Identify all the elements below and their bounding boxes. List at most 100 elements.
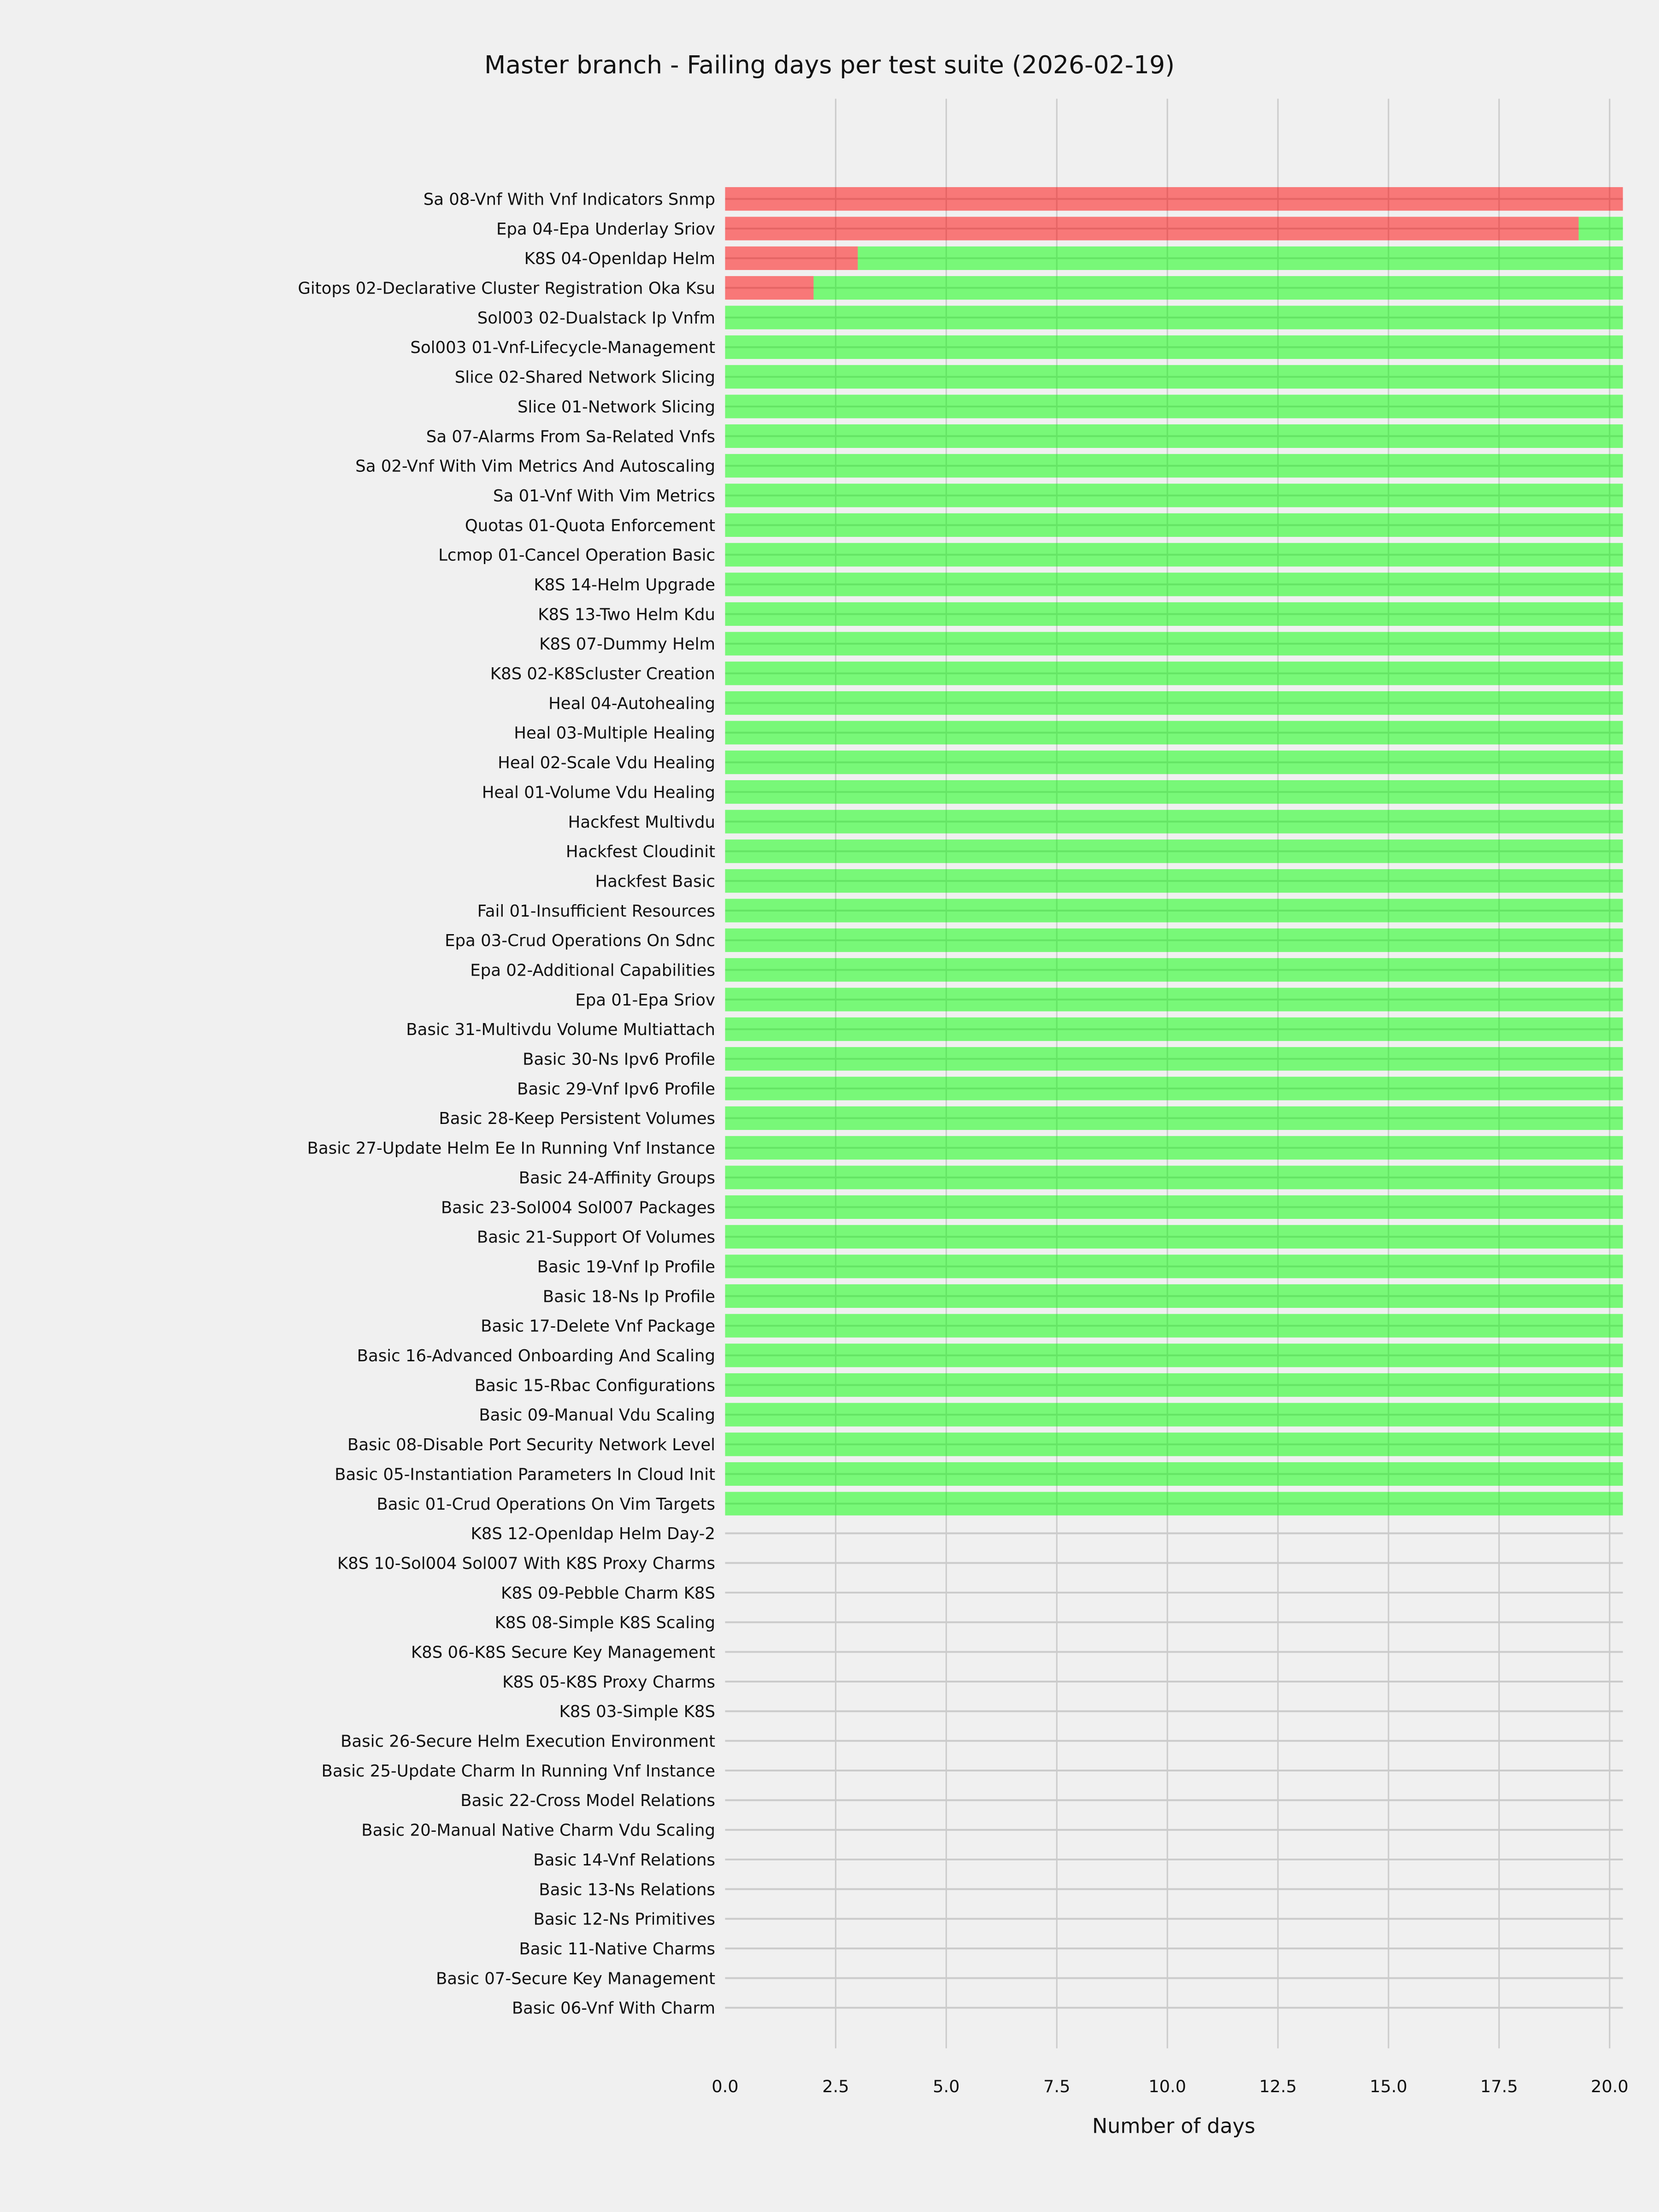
x-tick-label: 7.5 (1043, 2077, 1070, 2096)
bar-row: K8S 04-Openldap Helm (524, 246, 1623, 270)
bar-row: Heal 02-Scale Vdu Healing (498, 750, 1623, 774)
y-tick-label: Basic 15-Rbac Configurations (475, 1376, 715, 1395)
bar-row: Basic 26-Secure Helm Execution Environme… (341, 1732, 1623, 1751)
y-tick-label: K8S 14-Helm Upgrade (534, 576, 715, 594)
passing-bar (725, 454, 1623, 478)
passing-bar (725, 958, 1623, 982)
bar-row: Basic 18-Ns Ip Profile (543, 1284, 1623, 1308)
y-tick-label: Basic 28-Keep Persistent Volumes (439, 1109, 715, 1128)
y-tick-label: Hackfest Basic (595, 872, 715, 891)
bar-row: Sol003 01-Vnf-Lifecycle-Management (410, 335, 1623, 359)
y-tick-label: Gitops 02-Declarative Cluster Registrati… (298, 279, 715, 298)
bar-row: Basic 14-Vnf Relations (533, 1851, 1623, 1870)
bar-row: Lcmop 01-Cancel Operation Basic (438, 543, 1623, 567)
y-tick-label: Basic 05-Instantiation Parameters In Clo… (335, 1465, 715, 1484)
y-tick-label: Basic 13-Ns Relations (539, 1880, 715, 1899)
bar-row: Basic 25-Update Charm In Running Vnf Ins… (321, 1762, 1623, 1781)
bar-row: Basic 17-Delete Vnf Package (481, 1314, 1623, 1338)
y-tick-label: Sa 08-Vnf With Vnf Indicators Snmp (424, 190, 715, 209)
bar-row: Basic 27-Update Helm Ee In Running Vnf I… (307, 1136, 1623, 1160)
bar-row: K8S 03-Simple K8S (559, 1702, 1623, 1721)
y-tick-label: Basic 25-Update Charm In Running Vnf Ins… (321, 1762, 715, 1781)
bar-row: Sol003 02-Dualstack Ip Vnfm (477, 306, 1623, 329)
y-tick-label: Basic 18-Ns Ip Profile (543, 1287, 715, 1306)
passing-bar (725, 335, 1623, 359)
bar-row: Epa 02-Additional Capabilities (470, 958, 1623, 982)
bar-row: Hackfest Cloudinit (566, 839, 1623, 863)
passing-bar (725, 394, 1623, 418)
y-tick-label: Basic 06-Vnf With Charm (512, 1999, 715, 2018)
y-tick-label: Fail 01-Insufficient Resources (477, 902, 715, 921)
failing-bar (725, 246, 858, 270)
y-tick-label: Epa 02-Additional Capabilities (470, 961, 715, 980)
passing-bar (725, 1077, 1623, 1100)
passing-bar (725, 1225, 1623, 1249)
passing-bar (725, 572, 1623, 596)
y-tick-label: Basic 23-Sol004 Sol007 Packages (441, 1198, 715, 1217)
passing-bar (725, 1284, 1623, 1308)
y-tick-label: Basic 12-Ns Primitives (534, 1910, 715, 1929)
y-tick-label: Basic 31-Multivdu Volume Multiattach (406, 1020, 715, 1039)
y-tick-label: Basic 14-Vnf Relations (533, 1851, 715, 1870)
bar-row: Basic 07-Secure Key Management (436, 1969, 1623, 1988)
y-tick-label: Slice 02-Shared Network Slicing (455, 368, 715, 387)
y-tick-label: Basic 22-Cross Model Relations (460, 1791, 715, 1810)
y-tick-label: Basic 09-Manual Vdu Scaling (479, 1406, 715, 1425)
passing-bar (725, 1462, 1623, 1486)
x-tick-label: 17.5 (1480, 2077, 1518, 2096)
y-tick-label: K8S 09-Pebble Charm K8S (501, 1584, 715, 1603)
y-tick-label: K8S 07-Dummy Helm (539, 635, 715, 654)
bar-row: Slice 01-Network Slicing (518, 394, 1623, 418)
bar-row: K8S 12-Openldap Helm Day-2 (471, 1524, 1623, 1543)
passing-bar (725, 988, 1623, 1012)
y-tick-label: Epa 01-Epa Sriov (575, 991, 715, 1010)
bar-row: Basic 24-Affinity Groups (519, 1165, 1623, 1189)
y-tick-label: Hackfest Multivdu (568, 813, 715, 832)
failing-bar (725, 187, 1623, 211)
y-tick-label: Basic 11-Native Charms (519, 1940, 715, 1959)
passing-bar (1578, 217, 1623, 241)
bar-row: K8S 07-Dummy Helm (539, 632, 1623, 656)
bar-row: Basic 01-Crud Operations On Vim Targets (377, 1492, 1623, 1516)
y-tick-label: Epa 03-Crud Operations On Sdnc (445, 931, 715, 950)
bar-row: Basic 15-Rbac Configurations (475, 1373, 1623, 1397)
failing-bar (725, 276, 814, 300)
passing-bar (725, 602, 1623, 626)
y-tick-label: Basic 21-Support Of Volumes (477, 1228, 715, 1247)
bar-row: Basic 28-Keep Persistent Volumes (439, 1106, 1623, 1130)
y-tick-label: K8S 06-K8S Secure Key Management (411, 1643, 715, 1662)
y-tick-label: Sa 02-Vnf With Vim Metrics And Autoscali… (355, 457, 715, 476)
y-tick-label: Sa 01-Vnf With Vim Metrics (493, 487, 715, 506)
y-tick-label: Basic 17-Delete Vnf Package (481, 1317, 715, 1336)
y-tick-label: K8S 12-Openldap Helm Day-2 (471, 1524, 715, 1543)
passing-bar (725, 513, 1623, 537)
y-tick-label: Basic 07-Secure Key Management (436, 1969, 715, 1988)
passing-bar (813, 276, 1623, 300)
bar-row: Slice 02-Shared Network Slicing (455, 365, 1623, 389)
y-tick-label: Sol003 01-Vnf-Lifecycle-Management (410, 338, 715, 357)
failing-bar (725, 217, 1579, 241)
y-tick-label: Hackfest Cloudinit (566, 842, 715, 861)
y-tick-label: K8S 02-K8Scluster Creation (490, 665, 715, 683)
bar-row: Sa 07-Alarms From Sa-Related Vnfs (426, 424, 1623, 448)
y-tick-label: K8S 05-K8S Proxy Charms (502, 1673, 715, 1692)
passing-bar (725, 543, 1623, 567)
passing-bar (725, 1165, 1623, 1189)
x-tick-label: 10.0 (1148, 2077, 1186, 2096)
passing-bar (725, 1106, 1623, 1130)
y-tick-label: Basic 01-Crud Operations On Vim Targets (377, 1495, 715, 1514)
passing-bar (725, 721, 1623, 745)
y-tick-label: Basic 29-Vnf Ipv6 Profile (517, 1080, 715, 1099)
bar-row: Epa 04-Epa Underlay Sriov (496, 217, 1623, 241)
y-tick-label: Basic 19-Vnf Ip Profile (537, 1258, 715, 1277)
passing-bar (725, 365, 1623, 389)
bar-row: Basic 13-Ns Relations (539, 1880, 1623, 1899)
y-tick-label: Sol003 02-Dualstack Ip Vnfm (477, 309, 715, 328)
bar-row: Basic 08-Disable Port Security Network L… (347, 1432, 1623, 1456)
passing-bar (725, 483, 1623, 507)
x-tick-label: 5.0 (933, 2077, 959, 2096)
bar-row: K8S 05-K8S Proxy Charms (502, 1673, 1623, 1692)
passing-bar (725, 1136, 1623, 1160)
bar-row: K8S 02-K8Scluster Creation (490, 661, 1623, 685)
